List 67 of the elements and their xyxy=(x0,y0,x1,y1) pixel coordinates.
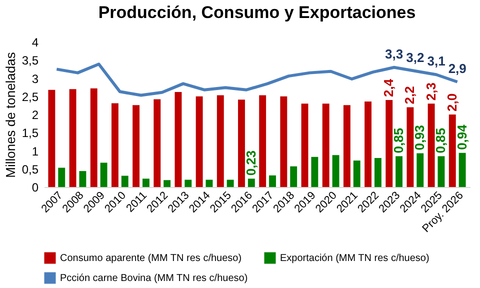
bar xyxy=(216,95,224,187)
bar xyxy=(386,100,393,187)
bar xyxy=(90,88,98,187)
data-label: 3,3 xyxy=(385,46,404,62)
bar xyxy=(174,92,182,187)
legend-label: Pcción carne Bovina (MM TN res c/hueso) xyxy=(60,273,248,284)
bar xyxy=(154,99,161,187)
data-label: 2,2 xyxy=(402,86,418,104)
bar xyxy=(226,180,234,187)
data-label: 0,85 xyxy=(391,128,406,154)
data-label: 3,1 xyxy=(427,54,446,69)
bar xyxy=(396,156,403,187)
bar xyxy=(121,176,128,187)
bar xyxy=(301,104,308,187)
data-label: 2,0 xyxy=(444,93,460,112)
bar xyxy=(438,156,445,187)
y-tick-label: 4 xyxy=(32,36,39,50)
bar xyxy=(374,158,382,187)
data-label: 0,23 xyxy=(243,150,258,176)
y-tick-label: 0,5 xyxy=(22,162,39,176)
bar xyxy=(269,175,276,187)
y-tick-label: 2 xyxy=(32,108,39,122)
y-tick-label: 2,5 xyxy=(22,90,39,104)
bar xyxy=(79,171,86,187)
bar xyxy=(58,168,66,187)
chart-title: Producción, Consumo y Exportaciones xyxy=(98,3,416,22)
bar xyxy=(416,153,424,187)
bar xyxy=(458,152,466,187)
bar xyxy=(48,90,56,187)
y-tick-label: 1 xyxy=(32,144,39,158)
legend-label: Consumo aparente (MM TN res c/hueso) xyxy=(60,253,242,264)
bar xyxy=(364,101,372,187)
data-label: 2,3 xyxy=(423,82,438,101)
legend-label: Exportación (MM TN res c/hueso) xyxy=(280,253,430,264)
y-tick-label: 1,5 xyxy=(22,126,39,140)
bar xyxy=(206,180,213,187)
bar xyxy=(290,166,298,187)
bar xyxy=(259,95,266,187)
data-label: 3,2 xyxy=(406,50,424,65)
bar xyxy=(111,103,118,187)
bar xyxy=(196,96,203,187)
bar xyxy=(100,162,108,187)
bar xyxy=(428,104,435,187)
bar xyxy=(322,104,330,187)
bar xyxy=(69,89,76,187)
bar xyxy=(238,100,245,187)
bar xyxy=(280,96,288,187)
data-label: 0,94 xyxy=(454,124,470,150)
bar xyxy=(332,155,340,187)
data-label: 0,85 xyxy=(433,128,448,154)
bar xyxy=(142,178,150,187)
y-tick-label: 0 xyxy=(32,180,39,194)
bar xyxy=(353,160,360,187)
data-label: 2,9 xyxy=(448,60,466,76)
bar xyxy=(311,156,318,187)
y-tick-label: 3,5 xyxy=(22,54,39,68)
bar xyxy=(406,107,414,187)
bar xyxy=(164,180,171,187)
bar xyxy=(343,105,350,187)
data-label: 0,93 xyxy=(412,124,428,150)
data-label: 2,4 xyxy=(381,78,396,97)
y-tick-label: 3 xyxy=(32,72,39,86)
bar xyxy=(184,180,192,187)
y-axis-title: Millones de toneladas xyxy=(2,52,18,178)
bar xyxy=(248,178,255,187)
bar xyxy=(132,105,140,187)
bar xyxy=(448,114,456,187)
